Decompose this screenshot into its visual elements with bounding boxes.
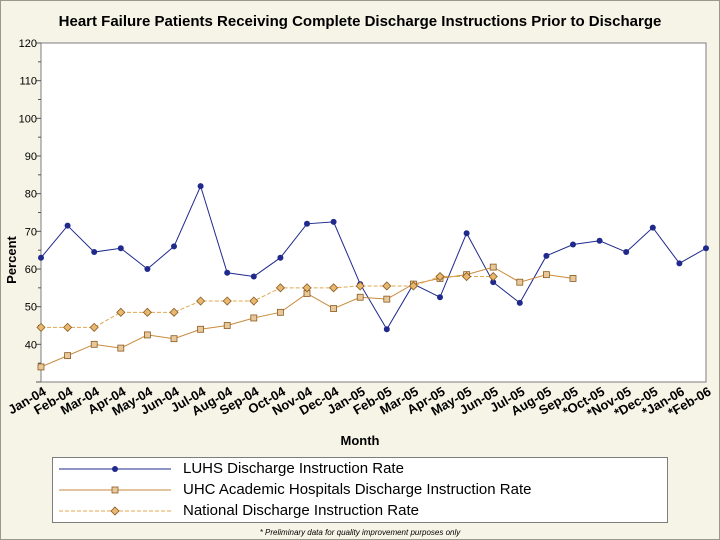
data-point [144,266,151,272]
legend-item: LUHS Discharge Instruction Rate [53,459,667,479]
data-point [543,252,550,259]
y-tick-label: 100 [19,113,37,125]
legend-item: National Discharge Instruction Rate [53,501,667,521]
y-tick-label: 40 [25,339,37,351]
data-point [382,281,392,291]
data-point [329,283,339,293]
legend-item: UHC Academic Hospitals Discharge Instruc… [53,480,667,500]
data-point [90,340,98,348]
data-point [383,295,391,303]
data-point [488,271,498,282]
data-point [275,283,285,293]
data-point [250,314,258,322]
y-tick-label: 120 [19,38,37,50]
data-point [490,279,497,286]
data-point [623,249,630,256]
data-point [91,249,98,256]
data-point [408,281,418,291]
data-point [437,294,443,301]
data-point [249,296,259,306]
legend-label: UHC Academic Hospitals Discharge Instruc… [183,481,532,498]
data-point [462,271,472,282]
data-point [543,271,550,279]
y-tick-label: 90 [25,151,37,163]
y-tick-label: 70 [25,226,37,238]
data-point [330,218,337,225]
data-point [170,335,178,343]
footnote: * Preliminary data for quality improveme… [259,528,461,537]
y-tick-label: 60 [25,264,37,276]
y-tick-label: 80 [25,189,37,201]
x-axis-label: Month [341,433,380,448]
data-point [38,254,44,261]
data-point [435,271,445,282]
data-point [489,263,497,271]
data-point [330,305,338,312]
data-point [276,308,284,316]
data-point [64,352,71,360]
data-point [356,293,364,301]
series-line-2 [41,276,494,328]
legend-swatch-luhs [59,466,171,472]
data-point [676,260,683,267]
data-point [117,245,124,252]
y-axis-label: Percent [4,235,19,283]
data-point [224,269,231,276]
data-point [649,224,656,231]
data-point [516,278,524,286]
data-point [569,275,577,282]
plot-area [40,42,707,383]
legend: LUHS Discharge Instruction Rate UHC Acad… [52,457,668,523]
data-point [143,331,151,339]
data-point [63,322,73,332]
data-point [516,299,523,306]
chart-title: Heart Failure Patients Receiving Complet… [58,13,662,30]
y-tick-label: 110 [19,76,37,88]
data-point [171,243,177,250]
legend-label: National Discharge Instruction Rate [183,502,419,519]
data-point [222,296,232,306]
data-point [197,325,205,333]
data-point [383,326,390,333]
data-point [37,363,45,371]
data-point [169,307,179,317]
data-point [463,230,470,237]
legend-label: LUHS Discharge Instruction Rate [183,460,404,477]
legend-swatch-uhc [59,486,171,494]
data-point [197,183,204,190]
data-point [64,222,71,229]
data-point [355,281,365,291]
data-point [117,344,125,352]
y-tick-label: 50 [25,302,37,314]
data-point [36,322,46,332]
data-point [596,237,603,244]
data-point [302,283,312,293]
data-point [196,296,206,306]
data-point [116,307,126,317]
data-point [570,241,576,248]
data-point [304,220,310,227]
data-point [703,245,709,252]
data-point [277,254,284,261]
data-point [223,322,231,329]
data-point [89,322,99,332]
data-point [250,273,257,280]
legend-swatch-national [59,506,171,516]
data-point [142,307,152,317]
series-line-0 [40,184,707,331]
